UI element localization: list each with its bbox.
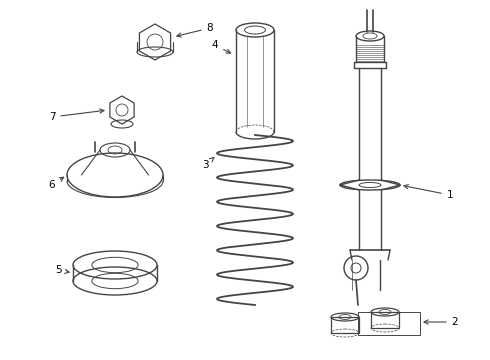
Text: 8: 8: [177, 23, 213, 37]
Text: 1: 1: [404, 185, 453, 200]
Text: 4: 4: [212, 40, 230, 53]
Text: 2: 2: [424, 317, 458, 327]
Text: 3: 3: [202, 158, 214, 170]
Text: 7: 7: [49, 109, 104, 122]
Text: 6: 6: [49, 177, 64, 190]
Text: 5: 5: [55, 265, 69, 275]
